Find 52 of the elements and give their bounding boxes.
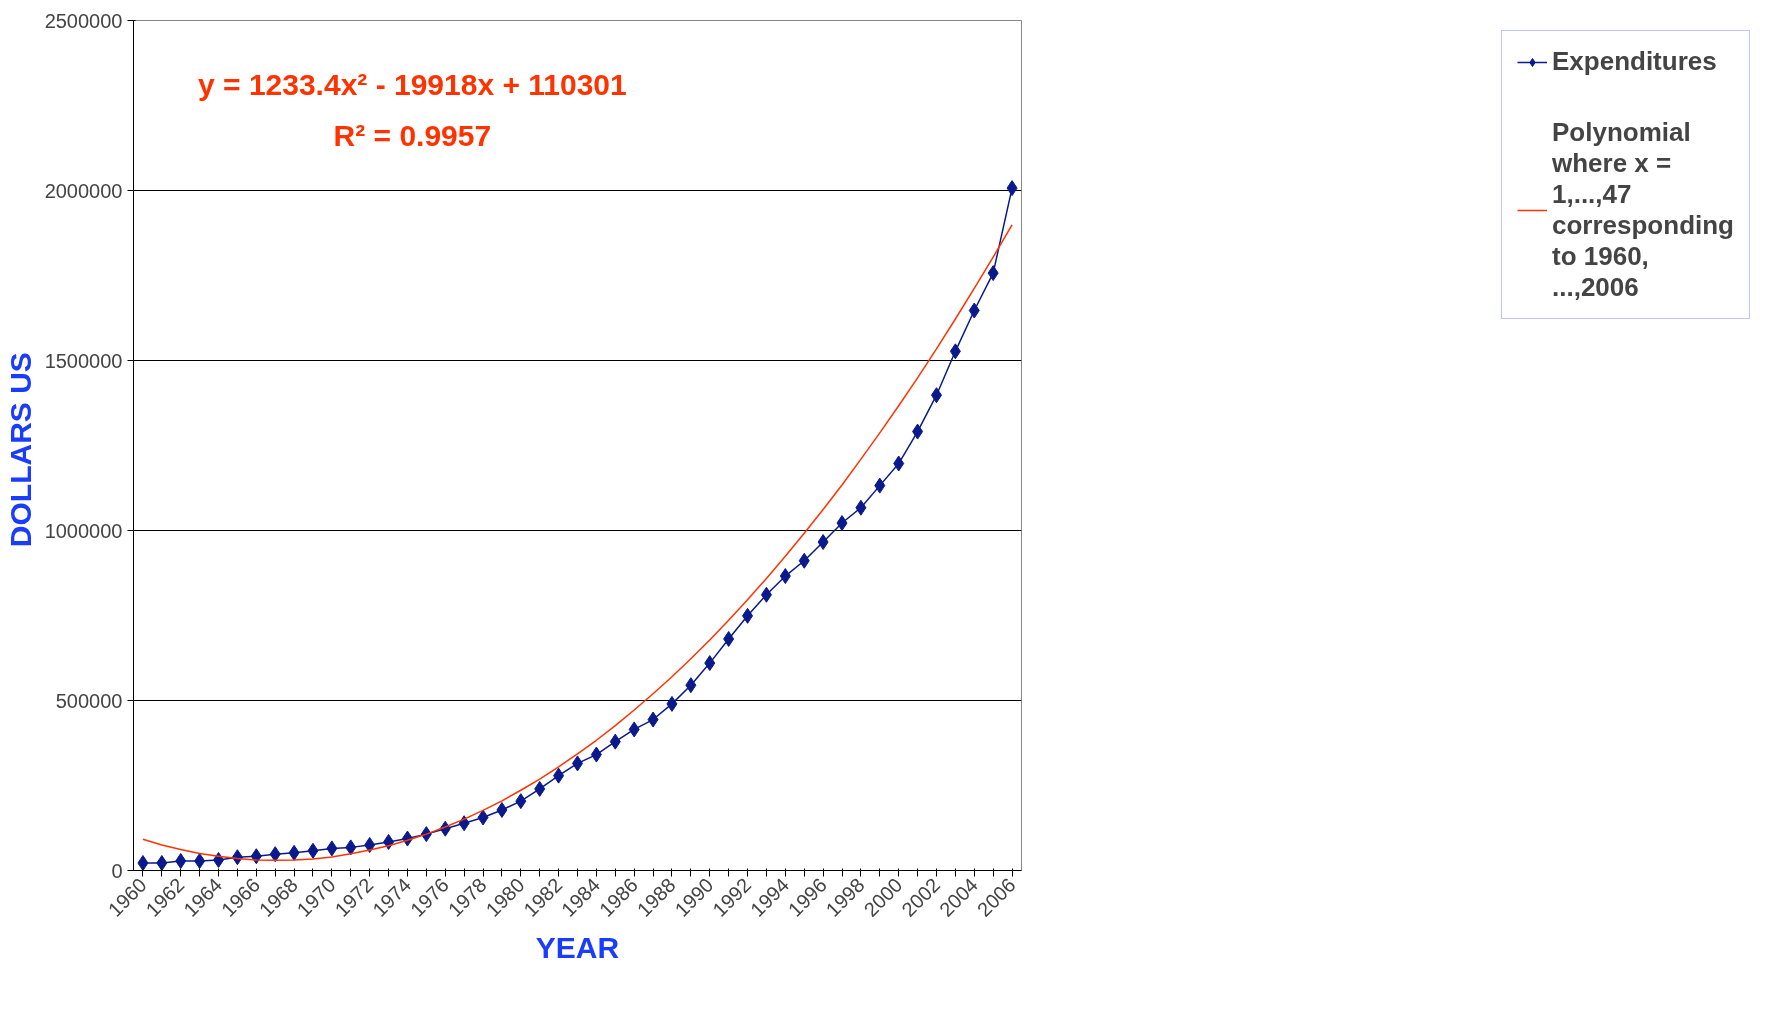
point <box>137 855 149 871</box>
point <box>156 855 168 871</box>
point <box>987 265 999 282</box>
legend-label: Polynomial where x = 1,...,47 corresponding to 1960, ...,2006 <box>1551 117 1734 303</box>
point <box>534 780 546 797</box>
y-axis-title: DOLLARS US <box>3 352 37 548</box>
point <box>685 677 697 694</box>
point <box>836 515 848 532</box>
point <box>817 534 829 551</box>
point <box>515 793 527 810</box>
point <box>949 343 961 360</box>
point <box>855 499 867 516</box>
x-axis-title: YEAR <box>535 930 620 964</box>
point <box>704 655 716 672</box>
point <box>874 477 886 494</box>
point <box>930 387 942 404</box>
point <box>628 721 640 738</box>
point <box>194 852 206 869</box>
y-tick-label: 0 <box>111 859 123 882</box>
point <box>175 852 187 869</box>
point <box>345 839 357 856</box>
y-tick-label: 1500000 <box>44 349 123 372</box>
point <box>1006 180 1018 197</box>
point <box>968 302 980 319</box>
point <box>893 455 905 472</box>
point <box>779 568 791 585</box>
annotation: R² = 0.9957 <box>333 119 492 153</box>
point <box>609 733 621 750</box>
point <box>590 746 602 763</box>
point <box>723 630 735 647</box>
point <box>326 840 338 857</box>
point <box>912 423 924 440</box>
point <box>477 809 489 826</box>
point <box>553 767 565 784</box>
point <box>383 833 395 850</box>
point <box>760 586 772 603</box>
point <box>288 844 300 861</box>
point <box>647 711 659 728</box>
y-tick-label: 500000 <box>55 689 123 712</box>
point <box>496 801 508 818</box>
point <box>307 842 319 859</box>
point <box>742 607 754 624</box>
annotation: y = 1233.4x² - 19918x + 110301 <box>198 68 627 102</box>
y-tick-label: 2500000 <box>44 9 123 32</box>
point <box>666 695 678 712</box>
point <box>458 815 470 832</box>
y-tick-label: 2000000 <box>44 179 123 202</box>
legend-label: Expenditures <box>1551 46 1717 77</box>
point <box>798 552 810 569</box>
y-tick-label: 1000000 <box>44 519 123 542</box>
point <box>269 846 281 863</box>
point <box>364 837 376 853</box>
